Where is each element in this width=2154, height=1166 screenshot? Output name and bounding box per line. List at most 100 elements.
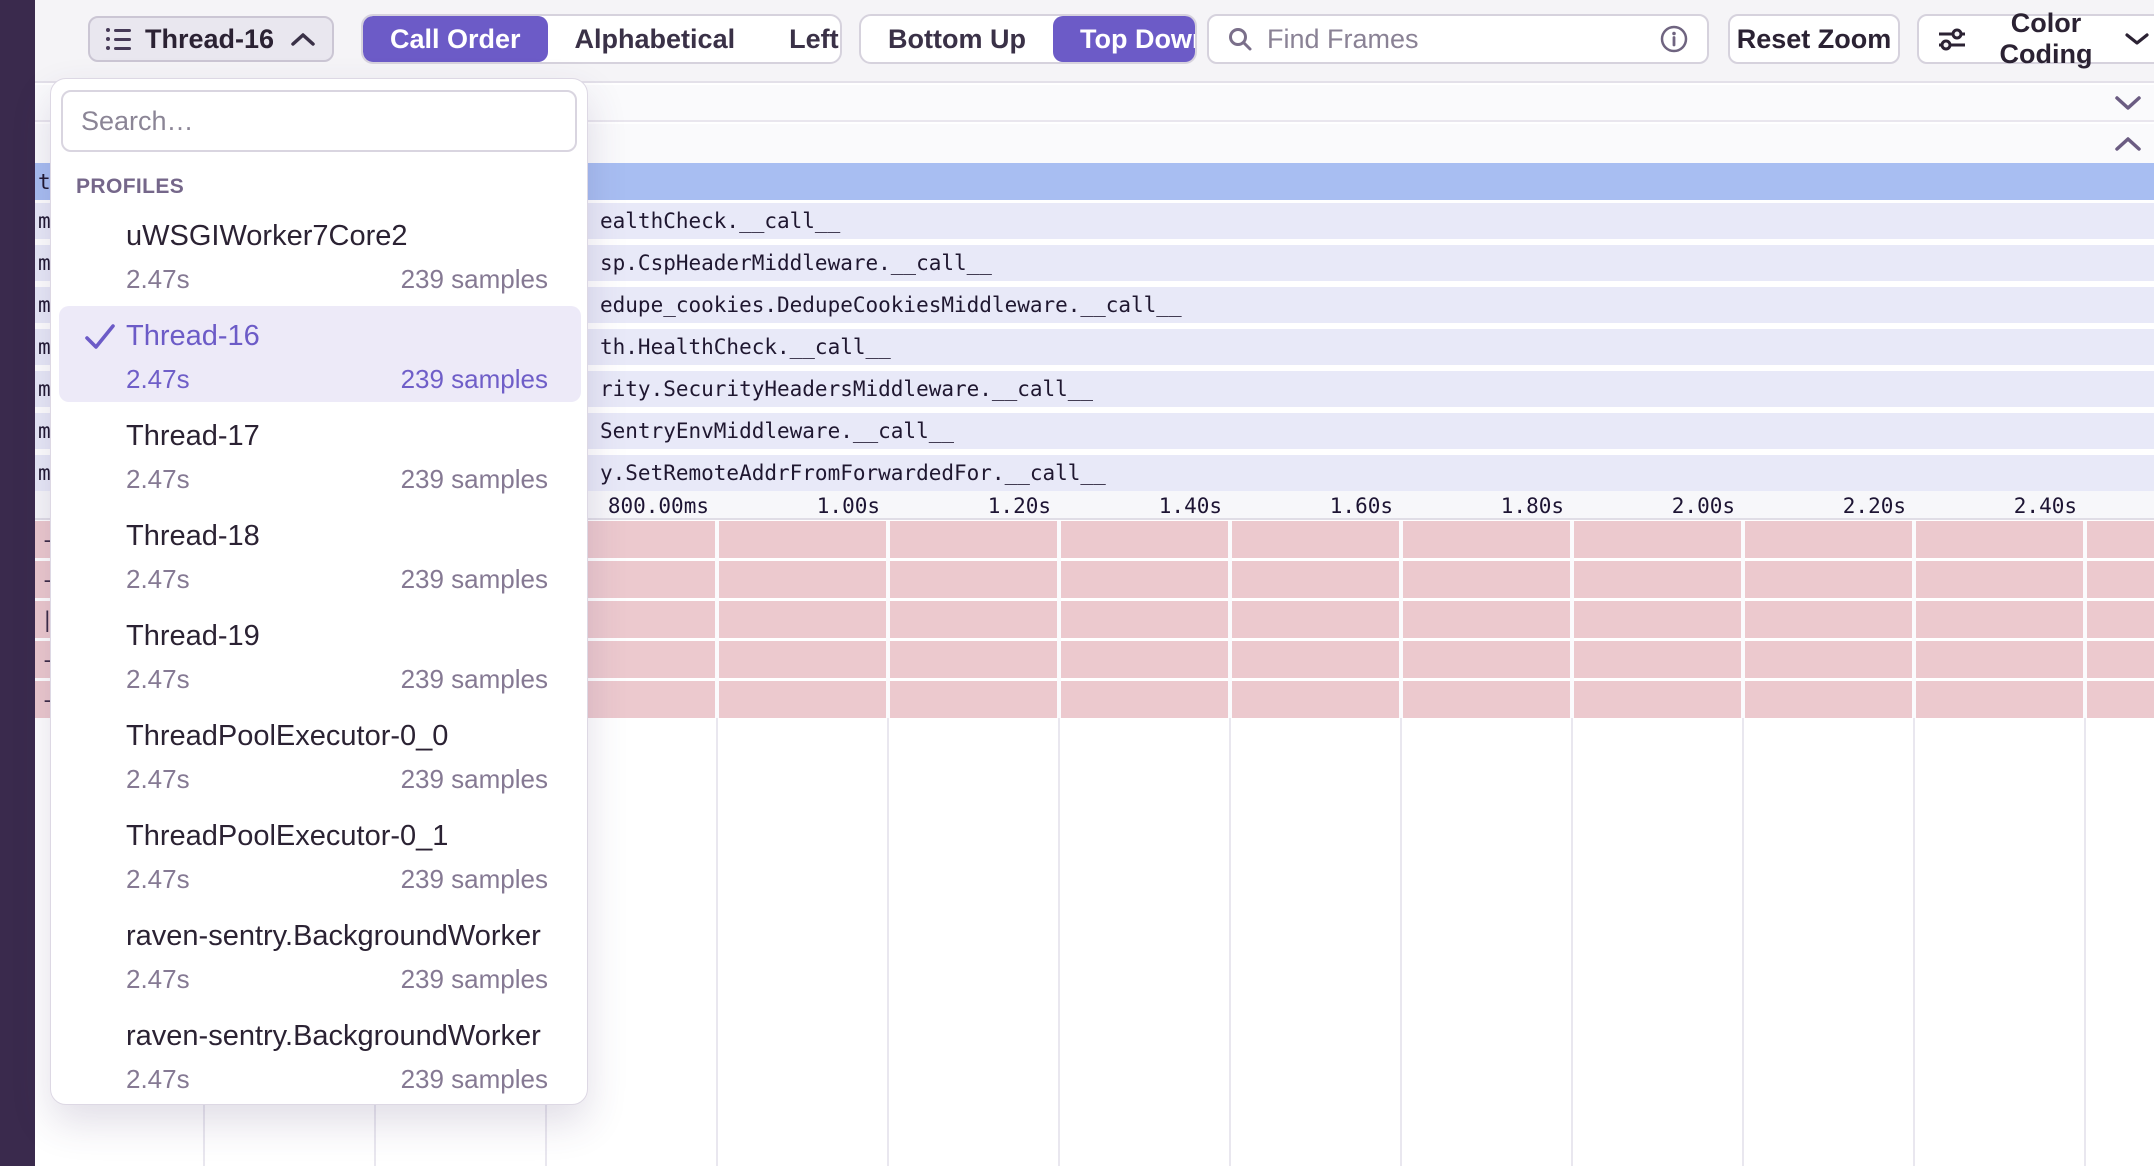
flame-row-label: y.SetRemoteAddrFromForwardedFor.__call__ [600,461,1106,485]
flame-row-left-fragment: m [38,419,51,443]
profile-samples: 239 samples [400,564,548,594]
checkmark-icon [83,322,117,352]
info-icon[interactable] [1659,24,1689,54]
search-icon [1227,26,1253,52]
direction-segmented-control: Bottom Up Top Down [859,14,1197,64]
profile-samples: 239 samples [400,464,548,494]
profile-name: raven-sentry.BackgroundWorker [126,1020,541,1052]
flame-row-label: sp.CspHeaderMiddleware.__call__ [600,251,992,275]
flame-row-label: ealthCheck.__call__ [600,209,841,233]
gridline [1399,521,1403,718]
sort-option-alphabetical[interactable]: Alphabetical [548,16,763,62]
flame-row-left-fragment: m [38,209,51,233]
find-frames-input[interactable] [1265,22,1647,56]
axis-tick-label: 2.00s [1671,494,1735,518]
flame-row-left-fragment: t [38,169,51,194]
gridline [1570,521,1574,718]
sliders-icon [1937,26,1967,52]
profile-samples: 239 samples [400,864,548,894]
axis-tick-label: 2.40s [2013,494,2077,518]
profile-duration: 2.47s [126,564,190,594]
profile-list-item[interactable]: Thread-18 2.47s 239 samples [59,506,581,602]
profile-duration: 2.47s [126,764,190,794]
flame-row-label: edupe_cookies.DedupeCookiesMiddleware.__… [600,293,1182,317]
axis-tick-label: 1.20s [987,494,1051,518]
profile-list-item[interactable]: Thread-16 2.47s 239 samples [59,306,581,402]
reset-zoom-button[interactable]: Reset Zoom [1728,14,1900,64]
gridline [887,718,889,1166]
profile-samples: 239 samples [400,264,548,294]
gridline [1229,718,1231,1166]
axis-tick-label: 1.80s [1500,494,1564,518]
dropdown-search-input[interactable] [61,90,577,152]
axis-tick-label: 800.00ms [607,494,709,518]
profile-name: raven-sentry.BackgroundWorker [126,920,541,952]
profile-duration: 2.47s [126,264,190,294]
gridline [715,521,719,718]
profile-list-item[interactable]: ThreadPoolExecutor-0_1 2.47s 239 samples [59,806,581,902]
axis-tick-label: 2.20s [1842,494,1906,518]
direction-option-bottom-up[interactable]: Bottom Up [861,16,1053,62]
gridline [886,521,890,718]
thread-list-icon [106,28,131,50]
profile-duration: 2.47s [126,964,190,994]
gridline [1912,521,1916,718]
profile-duration: 2.47s [126,1064,190,1094]
app-sidebar [0,0,35,1166]
gridline [2084,718,2086,1166]
color-coding-button[interactable]: Color Coding [1917,8,2154,69]
thread-dropdown-panel: PROFILES uWSGIWorker7Core2 2.47s 239 sam… [50,78,588,1105]
profile-name: uWSGIWorker7Core2 [126,220,408,252]
flame-row-label: th.HealthCheck.__call__ [600,335,891,359]
flame-row-label: rity.SecurityHeadersMiddleware.__call__ [600,377,1094,401]
flame-row-left-fragment: m [38,335,51,359]
profile-list-item[interactable]: Thread-19 2.47s 239 samples [59,606,581,702]
axis-tick-label: 1.60s [1329,494,1393,518]
gridline [716,718,718,1166]
chevron-down-icon[interactable] [2114,95,2142,111]
thread-selector-button[interactable]: Thread-16 [88,16,334,62]
gridline [2083,521,2087,718]
flame-row-left-fragment: m [38,293,51,317]
gridline [1571,718,1573,1166]
chevron-down-icon [2125,32,2149,46]
profile-name: Thread-19 [126,620,260,652]
profile-duration: 2.47s [126,664,190,694]
profile-list-item[interactable]: ThreadPoolExecutor-0_0 2.47s 239 samples [59,706,581,802]
sort-option-call-order[interactable]: Call Order [363,16,548,62]
toolbar: Thread-16 Call Order Alphabetical Left H… [35,0,2154,83]
profile-samples: 239 samples [400,364,548,394]
profile-samples: 239 samples [400,664,548,694]
color-coding-label: Color Coding [1999,8,2093,69]
profile-list-item[interactable]: Thread-17 2.47s 239 samples [59,406,581,502]
chevron-up-icon [290,32,316,47]
profile-samples: 239 samples [400,764,548,794]
thread-selector-label: Thread-16 [145,23,275,54]
profile-name: Thread-18 [126,520,260,552]
gridline [1228,521,1232,718]
profile-duration: 2.47s [126,864,190,894]
gridline [1400,718,1402,1166]
profile-samples: 239 samples [400,964,548,994]
axis-tick-label: 1.00s [816,494,880,518]
direction-option-top-down[interactable]: Top Down [1052,16,1195,62]
gridline [1057,521,1061,718]
gridline [1913,718,1915,1166]
gridline [1741,521,1745,718]
gridline [1742,718,1744,1166]
sort-option-left-heavy[interactable]: Left Heavy [762,16,840,62]
axis-tick-label: 1.40s [1158,494,1222,518]
profile-duration: 2.47s [126,364,190,394]
profile-name: ThreadPoolExecutor-0_0 [126,720,449,752]
profile-samples: 239 samples [400,1064,548,1094]
gridline [1058,718,1060,1166]
profile-list-item[interactable]: raven-sentry.BackgroundWorker 2.47s 239 … [59,906,581,1002]
profile-list-item[interactable]: uWSGIWorker7Core2 2.47s 239 samples [59,206,581,302]
chevron-up-icon[interactable] [2114,136,2142,152]
flame-row-left-fragment: m [38,377,51,401]
profile-name: Thread-17 [126,420,260,452]
find-frames-search [1207,14,1709,64]
profile-name: ThreadPoolExecutor-0_1 [126,820,449,852]
profile-duration: 2.47s [126,464,190,494]
profile-list-item[interactable]: raven-sentry.BackgroundWorker 2.47s 239 … [59,1006,581,1102]
